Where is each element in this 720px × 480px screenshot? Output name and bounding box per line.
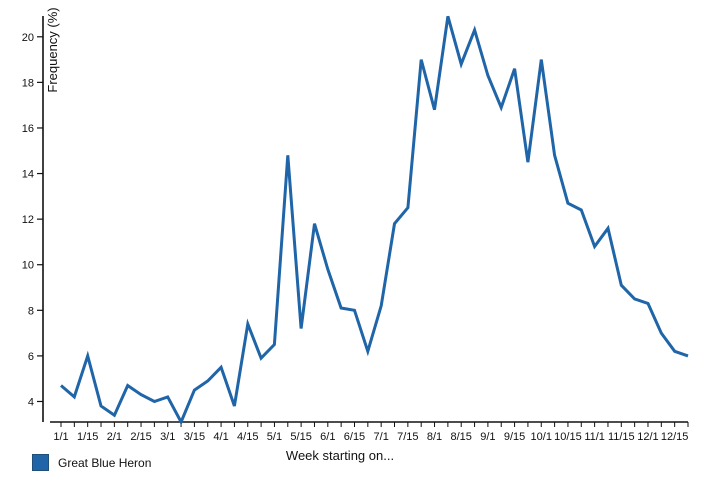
x-tick-label: 3/1 (160, 431, 175, 443)
x-tick-label: 4/15 (237, 431, 258, 443)
x-tick-label: 12/15 (661, 431, 689, 443)
x-tick-label: 3/15 (184, 431, 205, 443)
series-layer (60, 15, 689, 426)
y-tick-label: 10 (22, 260, 34, 272)
x-tick-label: 8/15 (451, 431, 472, 443)
x-tick-label: 2/15 (130, 431, 151, 443)
x-tick-label: 10/15 (554, 431, 582, 443)
x-tick-label: 9/15 (504, 431, 525, 443)
x-tick-label: 1/1 (53, 431, 68, 443)
legend-label: Great Blue Heron (58, 455, 152, 470)
x-tick-label: 4/1 (213, 431, 228, 443)
x-tick-label: 5/1 (267, 431, 282, 443)
y-tick-label: 16 (22, 123, 34, 135)
series-line (60, 15, 689, 426)
x-tick-label: 10/1 (531, 431, 552, 443)
x-tick-label: 12/1 (637, 431, 658, 443)
y-tick-label: 18 (22, 77, 34, 89)
y-tick-label: 6 (28, 351, 34, 363)
x-tick-label: 5/15 (290, 431, 311, 443)
y-tick-label: 14 (22, 169, 34, 181)
x-tick-label: 7/15 (397, 431, 418, 443)
y-axis-title: Frequency (%) (45, 7, 60, 92)
y-tick-label: 4 (28, 396, 34, 408)
x-tick-label: 7/1 (374, 431, 389, 443)
x-tick-label: 11/15 (608, 431, 635, 443)
x-tick-label: 6/15 (344, 431, 365, 443)
x-tick-label: 11/1 (584, 431, 605, 443)
y-axis: 4 6 8 10 12 14 16 18 20 (22, 16, 44, 422)
x-tick-label: 8/1 (427, 431, 442, 443)
legend-swatch (32, 454, 49, 471)
x-tick-label: 1/15 (77, 431, 98, 443)
x-tick-label: 9/1 (480, 431, 495, 443)
x-tick-label: 2/1 (107, 431, 122, 443)
x-axis-title: Week starting on... (286, 448, 394, 463)
legend: Great Blue Heron (32, 454, 151, 471)
y-tick-label: 12 (22, 214, 34, 226)
y-tick-label: 8 (28, 305, 34, 317)
x-tick-label: 6/1 (320, 431, 335, 443)
x-axis: 1/1 1/15 2/1 2/15 3/1 3/15 4/1 4/15 5/1 5/15 6/1 6/… (50, 421, 689, 443)
y-tick-label: 20 (22, 32, 34, 44)
